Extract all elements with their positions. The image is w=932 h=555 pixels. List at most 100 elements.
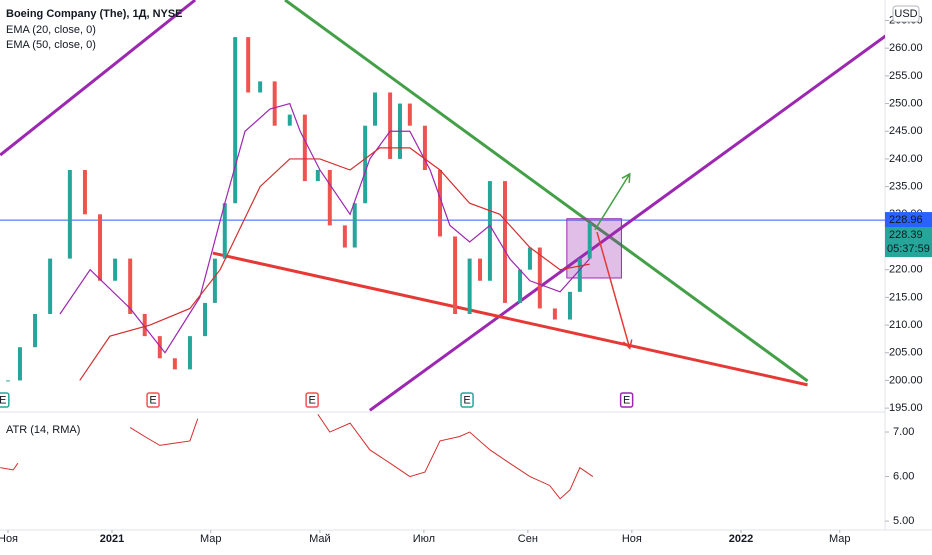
candle bbox=[478, 258, 483, 281]
candle bbox=[203, 302, 208, 337]
candle bbox=[352, 203, 357, 248]
last-price-label-bg bbox=[885, 227, 932, 258]
candle bbox=[142, 313, 147, 337]
arrow bbox=[594, 172, 631, 231]
x-tick-label: 2021 bbox=[100, 533, 124, 545]
candle bbox=[487, 181, 492, 281]
y-tick-label: 7.00 bbox=[893, 426, 914, 438]
y-tick-label: 215.00 bbox=[889, 291, 923, 303]
candle bbox=[527, 247, 532, 270]
candle bbox=[388, 92, 393, 159]
x-tick-label: Мар bbox=[829, 533, 851, 545]
candle bbox=[212, 258, 217, 303]
candle bbox=[272, 81, 277, 126]
earnings-marker bbox=[460, 392, 474, 408]
x-tick-label: Мар bbox=[200, 533, 222, 545]
candle bbox=[373, 92, 378, 126]
earnings-marker bbox=[305, 392, 319, 408]
x-tick-label: 2022 bbox=[729, 533, 753, 545]
legend-entry: EMA (50, close, 0) bbox=[6, 39, 96, 51]
trend-line bbox=[212, 251, 808, 387]
candle bbox=[287, 114, 292, 126]
candle bbox=[233, 37, 238, 204]
x-tick-label: Ноя bbox=[0, 533, 18, 545]
earnings-label: E bbox=[308, 394, 315, 406]
candle bbox=[48, 258, 53, 314]
earnings-label: E bbox=[623, 394, 630, 406]
candle bbox=[82, 170, 87, 215]
candle bbox=[128, 258, 133, 314]
overlay: 195.00200.00205.00210.00215.00220.00225.… bbox=[0, 14, 932, 545]
atr-line bbox=[0, 413, 594, 500]
currency-box[interactable] bbox=[892, 5, 920, 23]
candle bbox=[246, 37, 251, 93]
candle bbox=[363, 125, 368, 204]
candle bbox=[258, 81, 263, 93]
y-tick-label: 260.00 bbox=[889, 42, 923, 54]
y-tick-label: 245.00 bbox=[889, 125, 923, 137]
candle bbox=[587, 223, 592, 259]
candle bbox=[438, 170, 443, 237]
candle bbox=[407, 103, 412, 126]
y-tick-label: 205.00 bbox=[889, 347, 923, 359]
currency: USD bbox=[894, 8, 917, 20]
candle bbox=[518, 269, 523, 303]
legend-entry: ATR (14, RMA) bbox=[6, 424, 80, 436]
price-pane bbox=[0, 0, 885, 412]
trend-line bbox=[368, 34, 885, 412]
candle bbox=[537, 247, 542, 309]
price-line-label-bg bbox=[885, 212, 932, 229]
range-box bbox=[566, 218, 622, 279]
earnings-marker bbox=[619, 392, 634, 408]
candle bbox=[98, 214, 103, 281]
candle bbox=[467, 258, 472, 314]
candle bbox=[327, 170, 332, 226]
y-tick-label: 5.00 bbox=[893, 515, 914, 527]
x-tick-label: Сен bbox=[518, 533, 538, 545]
candle bbox=[453, 236, 458, 314]
price-line-label: 228.96 bbox=[889, 214, 923, 226]
last-price-label: 228.39 bbox=[889, 229, 923, 241]
candle bbox=[33, 313, 38, 348]
y-tick-label: 250.00 bbox=[889, 97, 923, 109]
y-tick-label: 200.00 bbox=[889, 374, 923, 386]
candle bbox=[302, 114, 307, 182]
earnings-marker bbox=[0, 392, 10, 408]
arrow bbox=[596, 231, 633, 350]
y-tick-label: 210.00 bbox=[889, 319, 923, 331]
candle bbox=[552, 308, 557, 320]
countdown: 05:37:59 bbox=[887, 243, 930, 255]
ema-line bbox=[59, 102, 591, 354]
candle bbox=[172, 358, 177, 370]
candle bbox=[157, 336, 162, 359]
y-tick-label: 255.00 bbox=[889, 70, 923, 82]
legend-entry: EMA (20, close, 0) bbox=[6, 24, 96, 36]
y-tick-label: 6.00 bbox=[893, 470, 914, 482]
trend-line bbox=[0, 0, 197, 157]
candle bbox=[113, 258, 118, 281]
y-tick-label: 195.00 bbox=[889, 402, 923, 414]
candle bbox=[67, 170, 72, 259]
chart-title: Boeing Company (The), 1Д, NYSE bbox=[6, 8, 183, 20]
trend-line bbox=[284, 0, 809, 383]
candle bbox=[17, 347, 22, 381]
candle bbox=[567, 291, 572, 320]
earnings-label: E bbox=[0, 394, 6, 406]
x-tick-label: Май bbox=[309, 533, 331, 545]
candle bbox=[342, 225, 347, 248]
candle bbox=[502, 181, 507, 303]
candle bbox=[577, 258, 582, 292]
x-tick-label: Июл bbox=[413, 533, 435, 545]
earnings-marker bbox=[146, 392, 160, 408]
candle bbox=[222, 203, 227, 259]
x-tick-label: Ноя bbox=[622, 533, 642, 545]
ema-line bbox=[79, 147, 590, 381]
y-tick-label: 240.00 bbox=[889, 153, 923, 165]
earnings-label: E bbox=[463, 394, 470, 406]
atr-pane bbox=[0, 413, 594, 500]
candle bbox=[187, 336, 192, 370]
candle bbox=[422, 125, 427, 171]
candle bbox=[315, 170, 320, 182]
candle bbox=[6, 380, 11, 382]
